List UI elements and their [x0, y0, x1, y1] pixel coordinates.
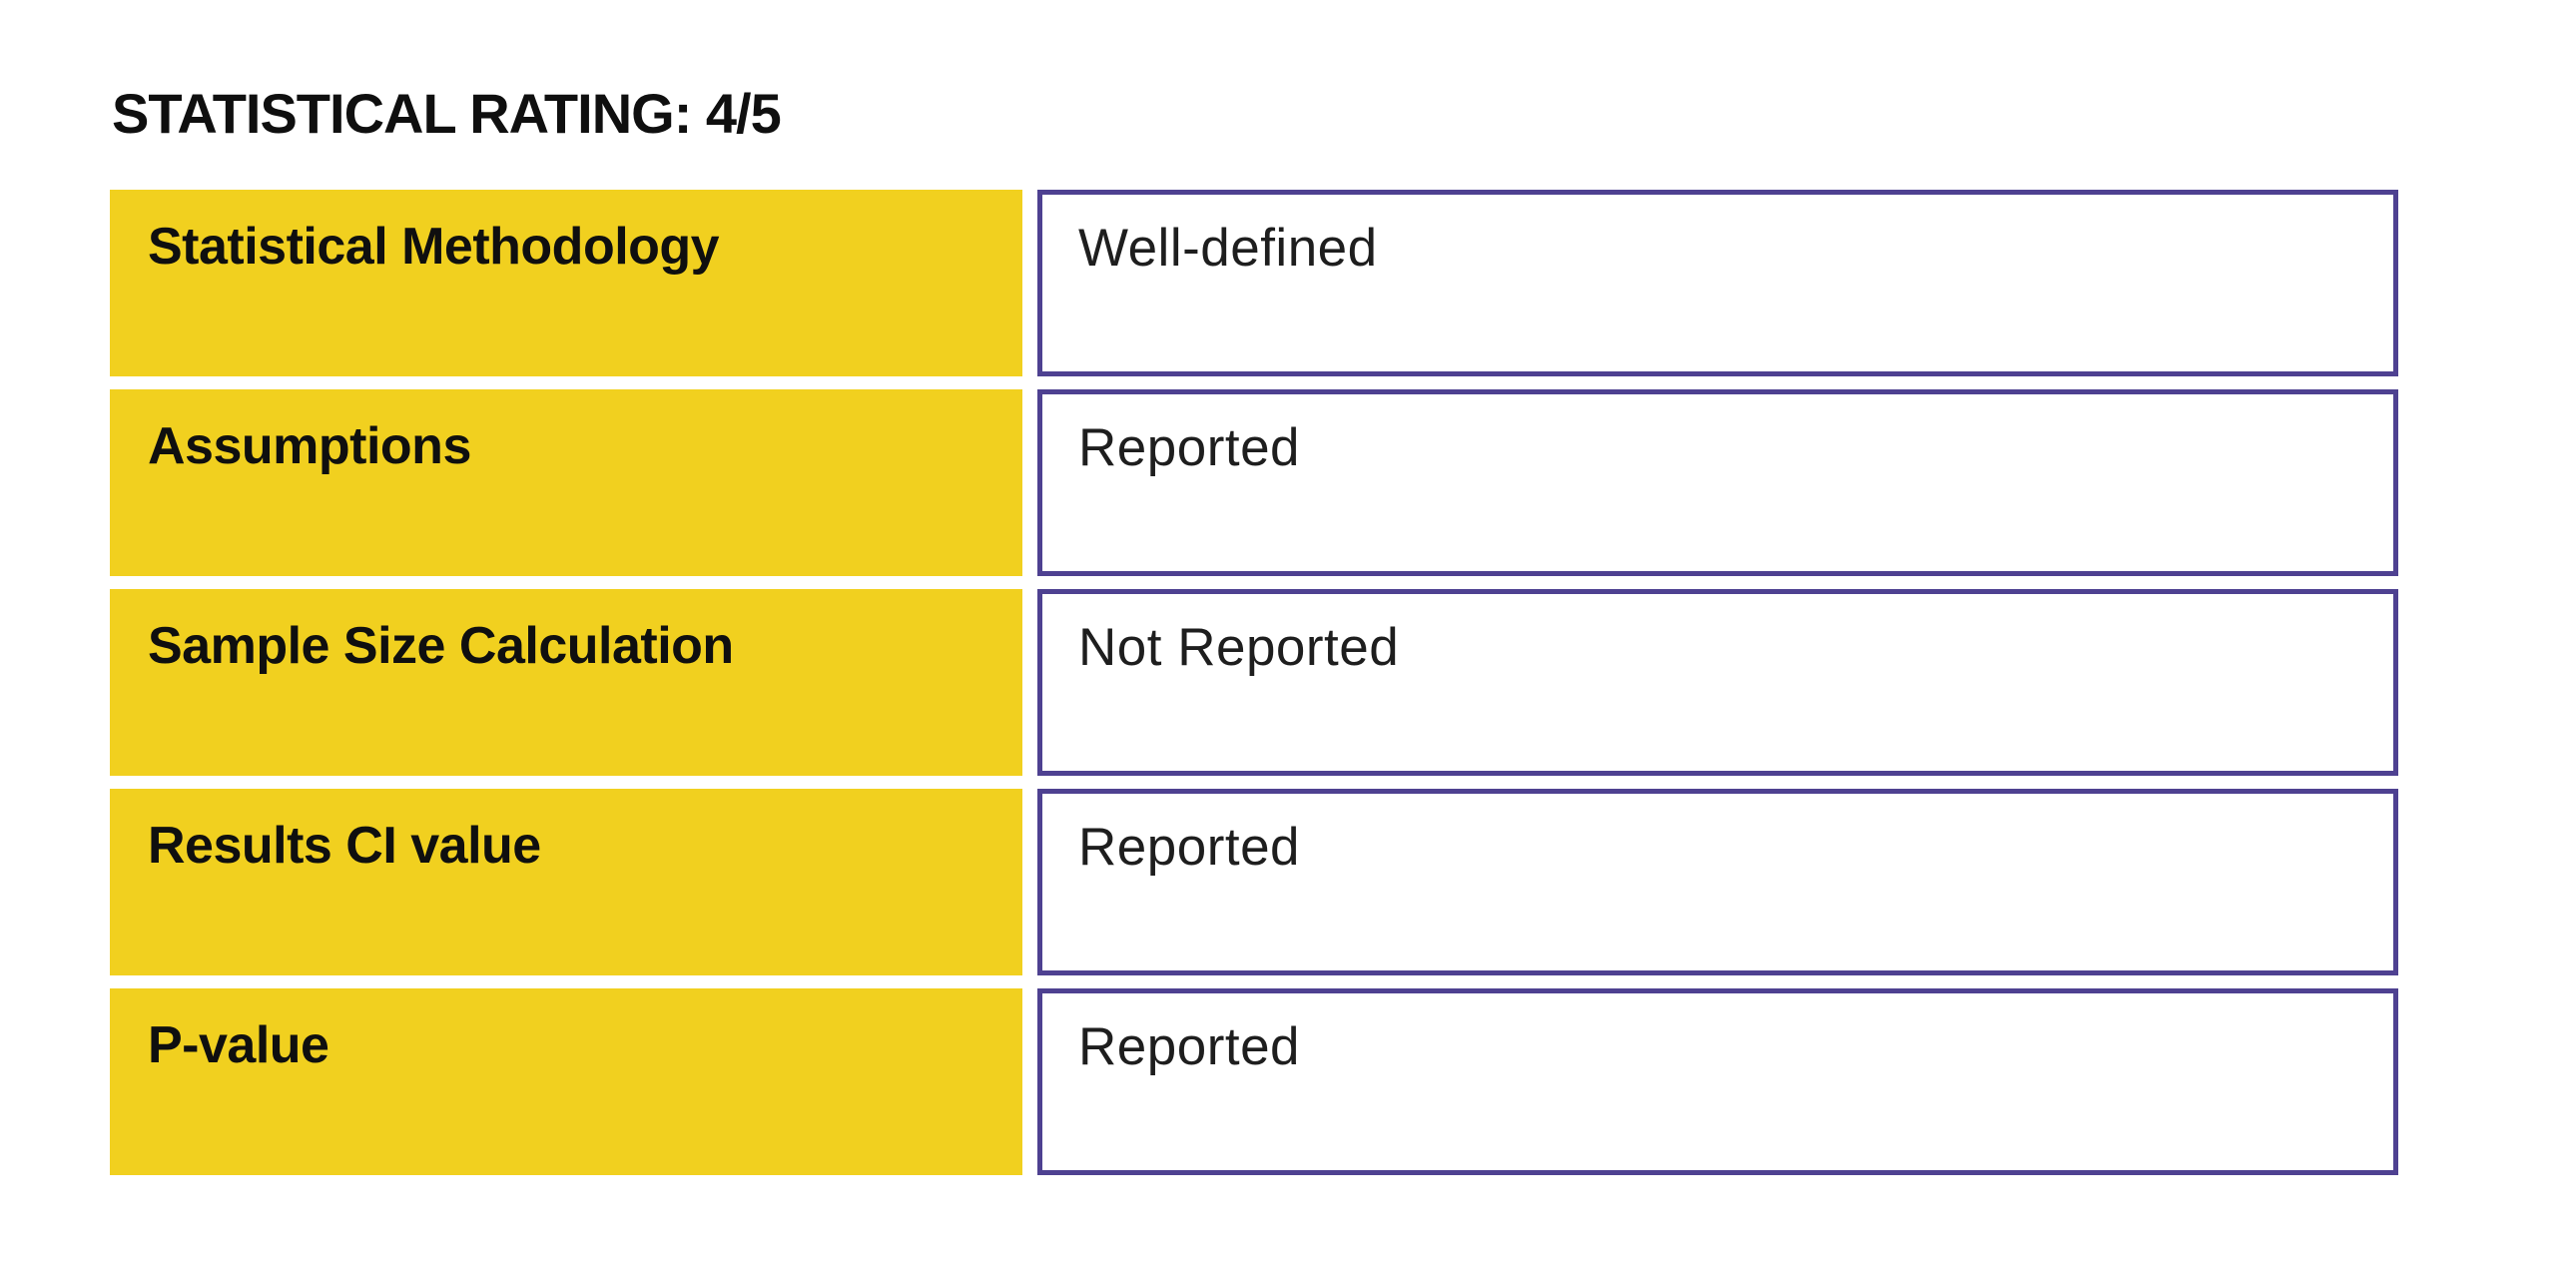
row-value-assumptions: Reported — [1037, 389, 2398, 576]
table-row: Statistical Methodology Well-defined — [110, 190, 2398, 376]
page-title: STATISTICAL RATING: 4/5 — [112, 82, 782, 145]
row-label-p-value: P-value — [110, 988, 1022, 1175]
table-row: Results CI value Reported — [110, 789, 2398, 975]
row-value-results-ci-value: Reported — [1037, 789, 2398, 975]
table-row: Sample Size Calculation Not Reported — [110, 589, 2398, 776]
row-value-sample-size-calculation: Not Reported — [1037, 589, 2398, 776]
row-label-assumptions: Assumptions — [110, 389, 1022, 576]
table-row: P-value Reported — [110, 988, 2398, 1175]
row-label-statistical-methodology: Statistical Methodology — [110, 190, 1022, 376]
row-label-results-ci-value: Results CI value — [110, 789, 1022, 975]
table-row: Assumptions Reported — [110, 389, 2398, 576]
rating-table: Statistical Methodology Well-defined Ass… — [110, 190, 2398, 1175]
row-label-sample-size-calculation: Sample Size Calculation — [110, 589, 1022, 776]
row-value-p-value: Reported — [1037, 988, 2398, 1175]
row-value-statistical-methodology: Well-defined — [1037, 190, 2398, 376]
